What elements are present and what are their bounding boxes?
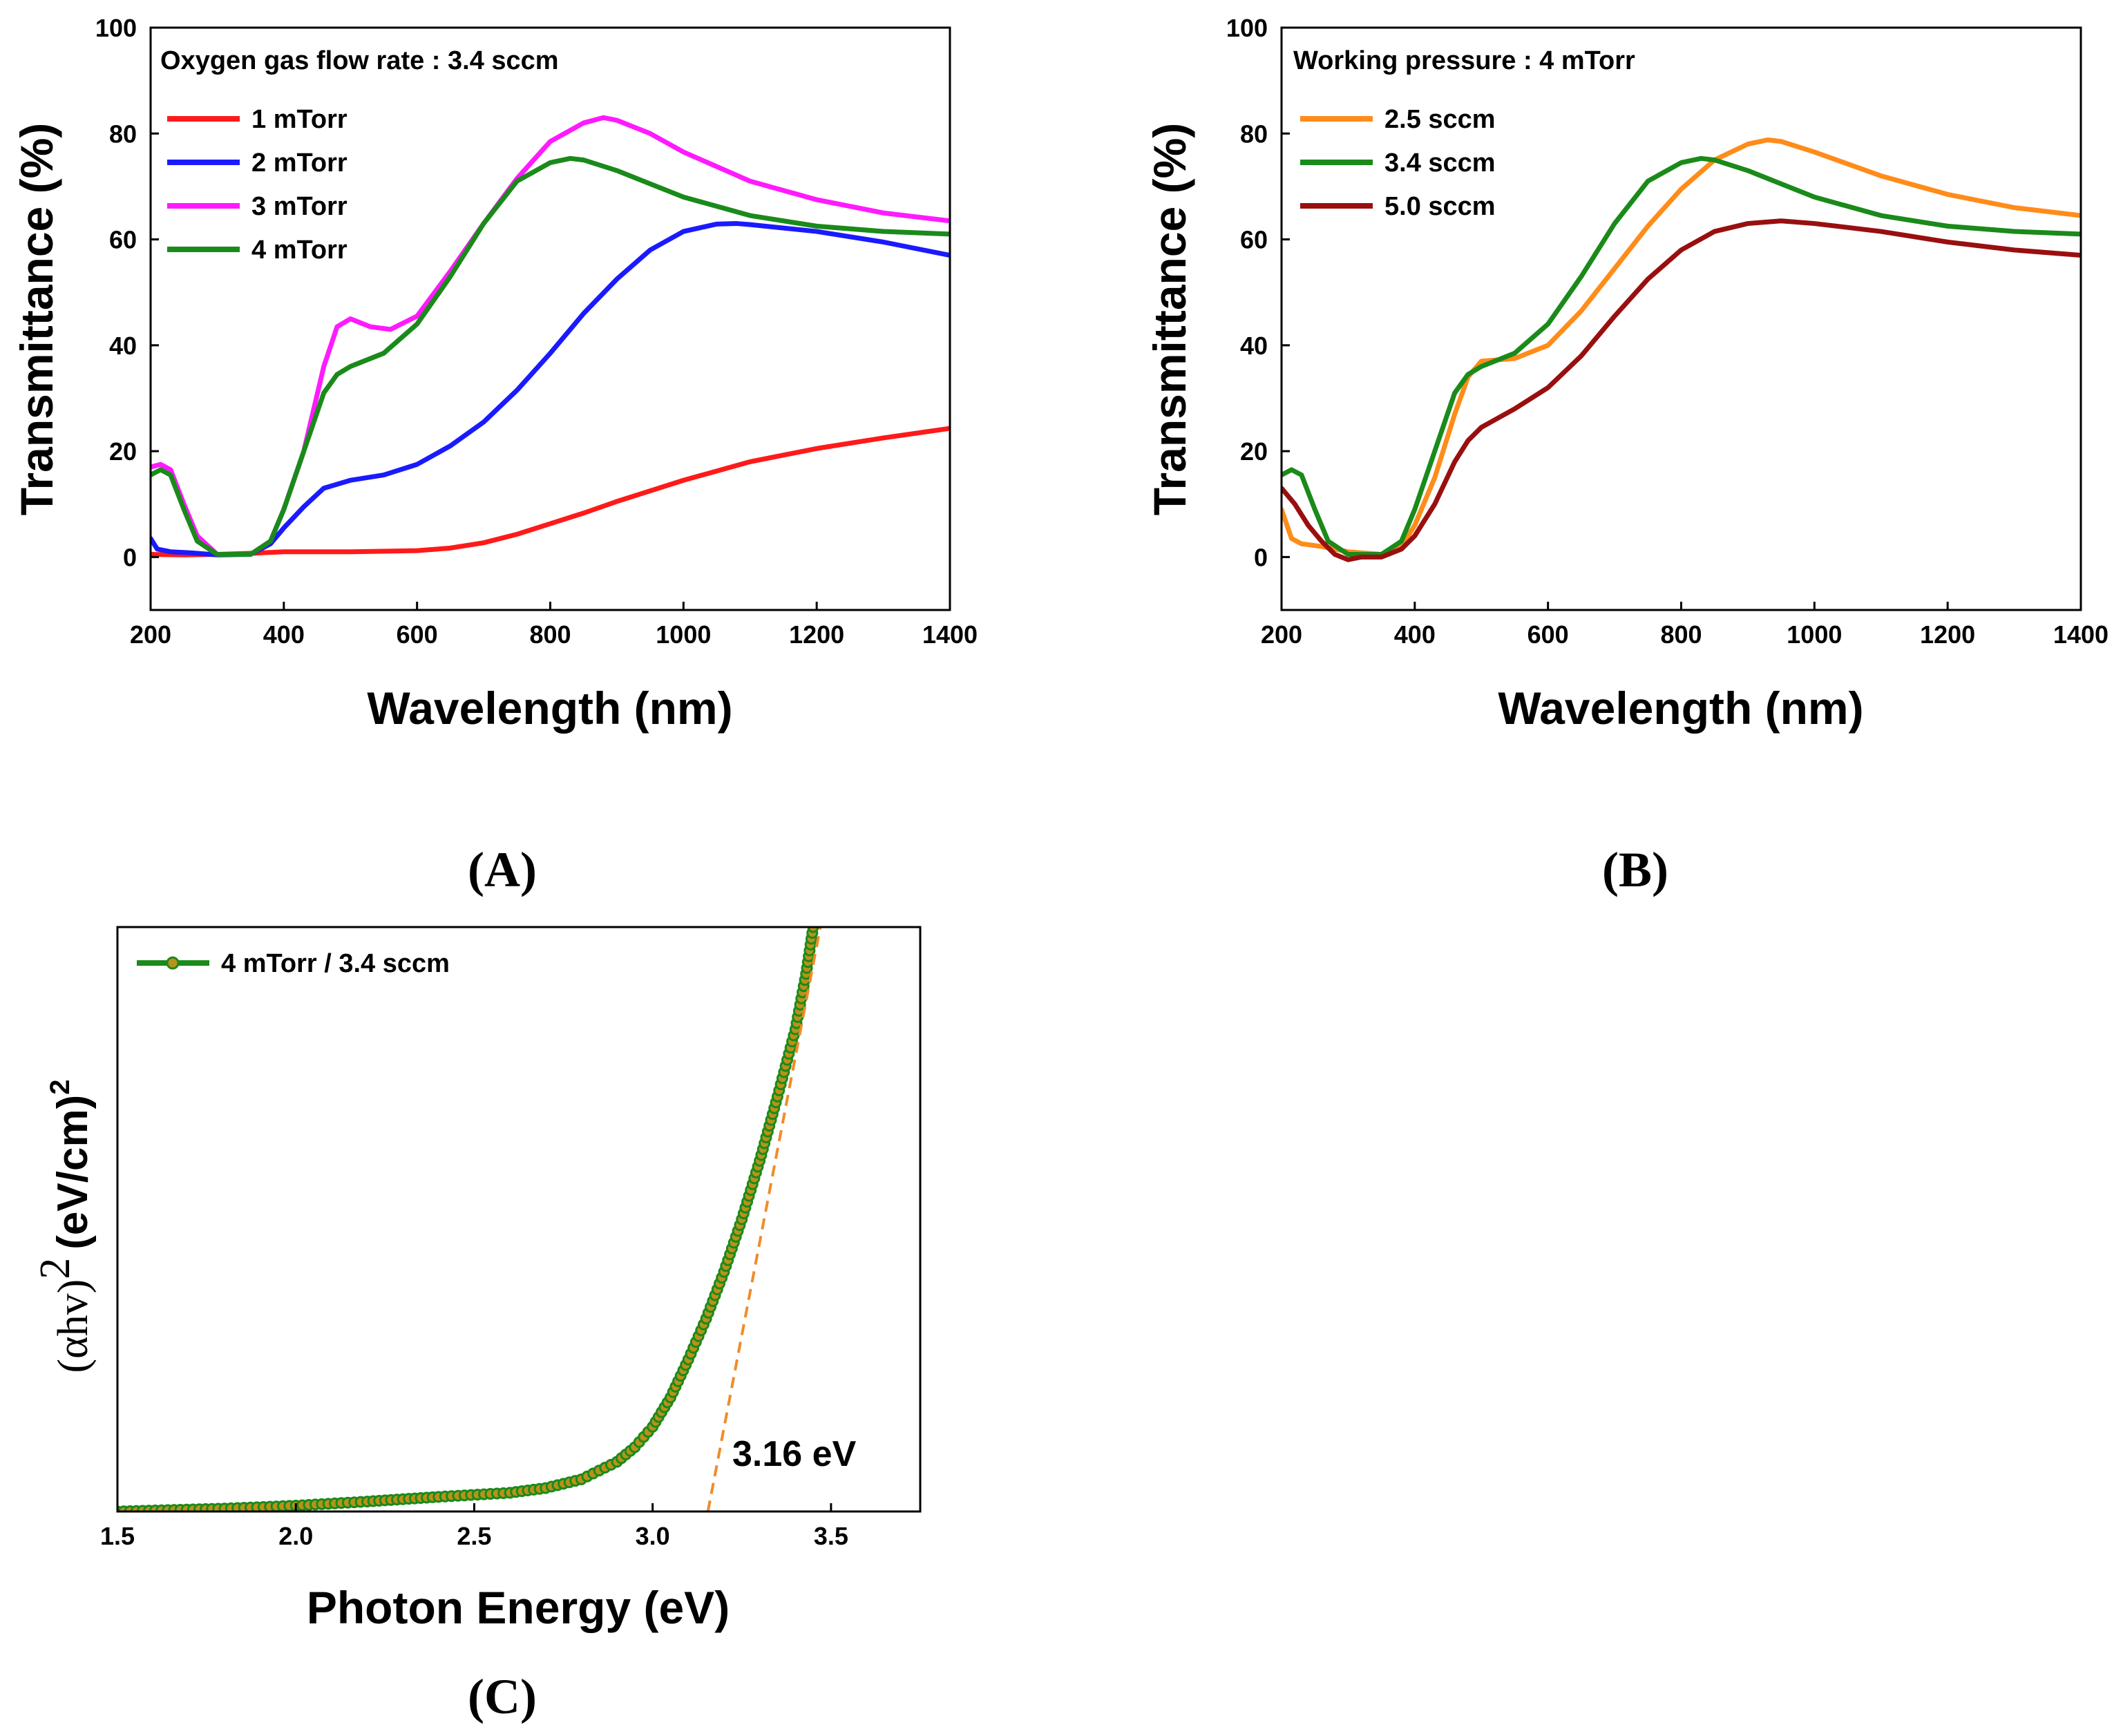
panel-c-xlabel: Photon Energy (eV) <box>307 1582 730 1633</box>
panel-b-ytick-label: 100 <box>1226 14 1268 42</box>
panel-a-ticks: 200 400 600 800 1000 1200 1400 0 20 40 60 80 100 <box>95 14 978 649</box>
panel-a-ylabel: Transmittance (%) <box>11 123 62 515</box>
panel-c-frame <box>116 926 922 1513</box>
panel-b-ytick-label: 40 <box>1240 332 1268 360</box>
panel-b-xtick-label: 200 <box>1261 620 1302 649</box>
panel-c-caption: (C) <box>468 1669 537 1724</box>
panel-b-ytick-label: 0 <box>1254 543 1268 571</box>
panel-b-caption: (B) <box>1602 842 1668 897</box>
panel-a-legend-label: 1 mTorr <box>251 105 348 134</box>
panel-c-fit-line <box>706 927 822 1511</box>
panel-b-ylabel: Transmittance (%) <box>1144 123 1195 515</box>
panel-a-xtick-label: 1400 <box>922 620 978 649</box>
panel-a-xtick-label: 1000 <box>656 620 711 649</box>
panel-a-xtick-label: 800 <box>529 620 571 649</box>
panel-b-legend-label: 2.5 sccm <box>1384 105 1496 134</box>
panel-a-series-2-mtorr <box>151 221 950 557</box>
panel-c-xtick-label: 2.5 <box>457 1522 491 1550</box>
panel-c-xtick-label: 3.5 <box>814 1522 848 1550</box>
panel-a-ytick-label: 20 <box>109 437 137 466</box>
panel-a-series-3-mtorr <box>151 115 950 557</box>
panel-c-ylabel-sup: 2 <box>32 1258 79 1279</box>
panel-b-series-5-0-sccm <box>1282 218 2081 562</box>
panel-c-legend-label: 4 mTorr / 3.4 sccm <box>221 949 450 978</box>
panel-b-legend-label: 5.0 sccm <box>1384 192 1496 221</box>
panel-c: 1.5 2.0 2.5 3.0 3.5 4 mTorr / 3.4 sccm 3.16 … <box>32 926 922 1724</box>
panel-b: 200 400 600 800 1000 1200 1400 0 20 40 60 80 100 Wor… <box>1144 14 2108 897</box>
panel-c-ticks: 1.5 2.0 2.5 3.0 3.5 <box>100 1503 848 1550</box>
panel-a-xtick-label: 600 <box>397 620 438 649</box>
panel-c-data-point <box>807 927 819 933</box>
panel-b-xtick-label: 1200 <box>1920 620 1975 649</box>
panel-a-xtick-label: 400 <box>263 620 305 649</box>
panel-a-series-group <box>151 115 950 557</box>
panel-a-ytick-label: 0 <box>123 543 137 571</box>
panel-c-legend-marker <box>166 956 180 970</box>
panel-a-caption: (A) <box>468 842 537 897</box>
panel-b-xtick-label: 1400 <box>2053 620 2108 649</box>
panel-b-xtick-label: 800 <box>1660 620 1702 649</box>
panel-c-annotation: 3.16 eV <box>732 1434 857 1474</box>
panel-a: 200 400 600 800 1000 1200 1400 0 20 40 60 80 100 Oxy… <box>11 14 978 897</box>
panel-c-legend: 4 mTorr / 3.4 sccm <box>137 949 450 978</box>
panel-a-ytick-label: 80 <box>109 120 137 148</box>
panel-b-xlabel: Wavelength (nm) <box>1498 683 1863 734</box>
panel-b-ytick-label: 20 <box>1240 437 1268 466</box>
panel-a-annotation: Oxygen gas flow rate : 3.4 sccm <box>160 46 559 75</box>
panel-a-legend: 1 mTorr 2 mTorr 3 mTorr 4 mTorr <box>167 105 348 265</box>
panel-c-xtick-label: 2.0 <box>278 1522 313 1550</box>
panel-a-ytick-label: 40 <box>109 332 137 360</box>
panel-a-ytick-label: 100 <box>95 14 137 42</box>
panel-a-xtick-label: 1200 <box>789 620 844 649</box>
panel-b-ytick-label: 60 <box>1240 226 1268 254</box>
panel-b-xtick-label: 600 <box>1527 620 1569 649</box>
panel-c-ylabel-unit-sup: 2 <box>45 1080 75 1095</box>
panel-a-ytick-label: 60 <box>109 226 137 254</box>
panel-b-annotation: Working pressure : 4 mTorr <box>1293 46 1635 75</box>
panel-c-series-group <box>117 927 822 1511</box>
panel-b-xtick-label: 1000 <box>1787 620 1842 649</box>
panel-b-xtick-label: 400 <box>1394 620 1436 649</box>
panel-c-ylabel-main: (αhv) <box>50 1279 97 1373</box>
panel-a-legend-label: 4 mTorr <box>251 236 348 265</box>
panel-a-legend-label: 3 mTorr <box>251 192 348 221</box>
panel-b-legend-label: 3.4 sccm <box>1384 149 1496 178</box>
panel-a-xlabel: Wavelength (nm) <box>367 683 732 734</box>
panel-c-xtick-label: 3.0 <box>636 1522 670 1550</box>
panel-a-xtick-label: 200 <box>130 620 171 649</box>
panel-c-series-4-mtorr-3-4-sccm <box>117 927 815 1511</box>
panel-b-ytick-label: 80 <box>1240 120 1268 148</box>
panel-c-ylabel: (αhv)2(eV/cm)2 <box>32 1080 97 1373</box>
panel-b-series-group <box>1282 137 2081 562</box>
panel-b-legend: 2.5 sccm 3.4 sccm 5.0 sccm <box>1300 105 1496 221</box>
panel-b-ticks: 200 400 600 800 1000 1200 1400 0 20 40 60 80 100 <box>1226 14 2108 649</box>
panel-a-legend-label: 2 mTorr <box>251 149 348 178</box>
panel-c-xtick-label: 1.5 <box>100 1522 135 1550</box>
panel-a-series-4-mtorr <box>151 155 950 557</box>
panel-c-ylabel-unit: (eV/cm) <box>49 1095 97 1250</box>
panel-b-series-3-4-sccm <box>1282 155 2081 557</box>
